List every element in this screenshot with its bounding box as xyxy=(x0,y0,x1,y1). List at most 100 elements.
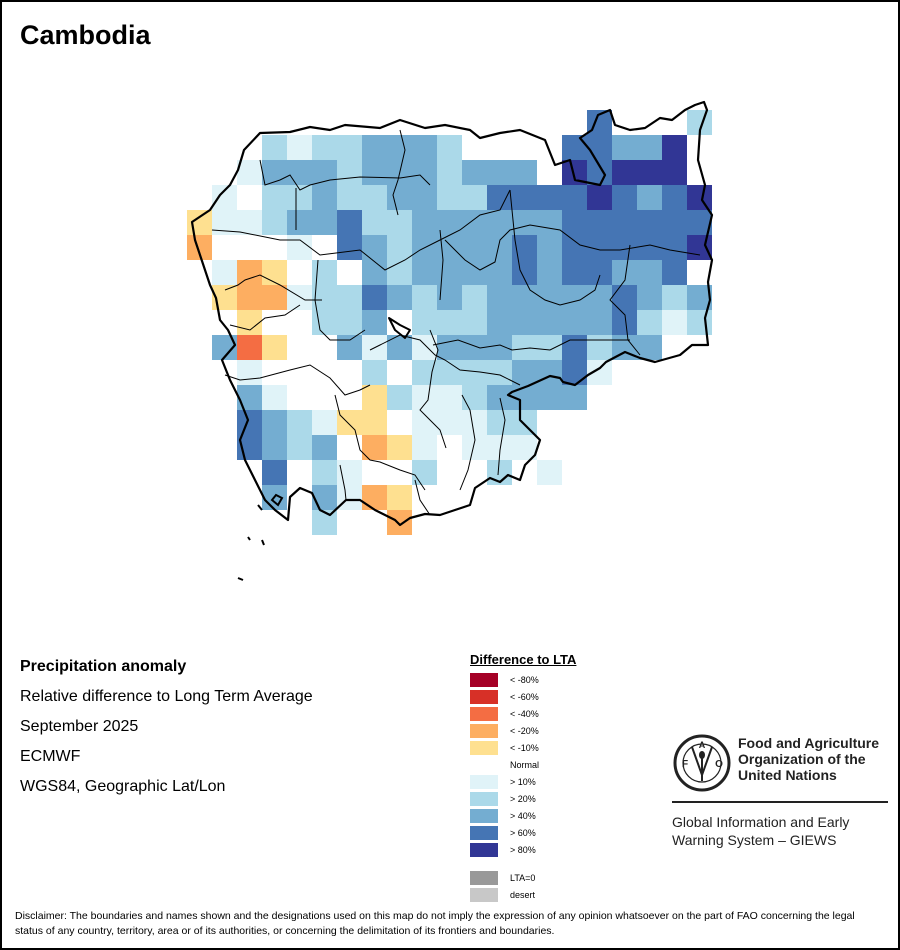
grid-cell-p20 xyxy=(312,510,337,535)
info-line-2: September 2025 xyxy=(20,718,139,735)
grid-cell-p10 xyxy=(262,385,287,410)
org-line-2: Organization of the xyxy=(738,751,866,767)
grid-cell-p10 xyxy=(437,385,462,410)
grid-cell-p60 xyxy=(662,210,687,235)
grid-cell-p60 xyxy=(337,235,362,260)
grid-cell-p60 xyxy=(662,185,687,210)
legend-label: > 40% xyxy=(510,810,536,821)
grid-cell-p20 xyxy=(537,335,562,360)
grid-cell-p40 xyxy=(262,435,287,460)
grid-cell-m20 xyxy=(262,285,287,310)
grid-cell-p20 xyxy=(312,260,337,285)
grid-cell-p20 xyxy=(462,285,487,310)
grid-cell-p60 xyxy=(537,185,562,210)
map-info: Precipitation anomaly Relative differenc… xyxy=(20,657,313,807)
svg-text:F: F xyxy=(682,759,688,770)
legend-label: < -40% xyxy=(510,708,539,719)
legend-swatch xyxy=(470,842,498,857)
grid-cell-p10 xyxy=(312,410,337,435)
province-boundaries xyxy=(211,129,701,516)
grid-cell-p20 xyxy=(412,360,437,385)
grid-cell-p60 xyxy=(337,210,362,235)
grid-cell-p60 xyxy=(662,235,687,260)
grid-cell-p20 xyxy=(337,160,362,185)
grid-cell-p40 xyxy=(237,385,262,410)
legend-label: < -80% xyxy=(510,674,539,685)
grid-cell-p40 xyxy=(537,310,562,335)
legend-label: desert xyxy=(510,889,536,900)
grid-cell-p20 xyxy=(337,135,362,160)
grid-cell-p40 xyxy=(487,385,512,410)
grid-cell-p40 xyxy=(537,385,562,410)
grid-cell-p40 xyxy=(562,310,587,335)
grid-cell-p40 xyxy=(487,285,512,310)
legend-swatch xyxy=(470,791,498,806)
grid-cell-p60 xyxy=(562,135,587,160)
legend-item: < -60% xyxy=(470,688,576,705)
grid-cell-p20 xyxy=(387,210,412,235)
divider xyxy=(672,801,888,803)
grid-cell-p20 xyxy=(287,435,312,460)
grid-cell-p40 xyxy=(312,160,337,185)
legend-label: > 60% xyxy=(510,827,536,838)
grid-cell-p20 xyxy=(262,185,287,210)
legend-swatch xyxy=(470,706,498,721)
grid-cell-p40 xyxy=(362,135,387,160)
map-title: Cambodia xyxy=(20,20,151,50)
giews-name: Global Information and Early Warning Sys… xyxy=(672,813,888,849)
grid-cell-p80 xyxy=(687,235,712,260)
grid-cell-p40 xyxy=(412,135,437,160)
grid-cell-p40 xyxy=(637,335,662,360)
info-line-1: Relative difference to Long Term Average xyxy=(20,688,313,705)
org-line-3: United Nations xyxy=(738,767,837,783)
legend-label: < -20% xyxy=(510,725,539,736)
grid-cell-p40 xyxy=(612,135,637,160)
grid-cell-p20 xyxy=(637,310,662,335)
grid-cell-p40 xyxy=(512,310,537,335)
legend-label: > 80% xyxy=(510,844,536,855)
org-line-1: Food and Agriculture xyxy=(738,735,880,751)
grid-cell-p60 xyxy=(587,260,612,285)
info-line-3: ECMWF xyxy=(20,748,81,765)
grid-cell-p10 xyxy=(412,410,437,435)
grid-cell-p60 xyxy=(562,260,587,285)
legend-title: Difference to LTA xyxy=(470,652,577,667)
grid-cell-p40 xyxy=(312,485,337,510)
grid-cell-p40 xyxy=(412,185,437,210)
grid-cell-p40 xyxy=(412,160,437,185)
grid-cell-p60 xyxy=(562,335,587,360)
grid-cell-p10 xyxy=(412,385,437,410)
legend-label: > 10% xyxy=(510,776,536,787)
grid-cell-p40 xyxy=(587,285,612,310)
grid-cell-p20 xyxy=(412,285,437,310)
grid-cell-p60 xyxy=(262,460,287,485)
grid-cell-p40 xyxy=(462,160,487,185)
grid-cell-p10 xyxy=(237,360,262,385)
legend-swatch xyxy=(470,672,498,687)
grid-cell-m20 xyxy=(237,285,262,310)
grid-cell-p40 xyxy=(537,260,562,285)
grid-cell-p20 xyxy=(462,385,487,410)
grid-cell-m10 xyxy=(337,410,362,435)
legend-item: > 80% xyxy=(470,841,576,858)
grid-cell-p40 xyxy=(512,285,537,310)
grid-cell-p20 xyxy=(437,160,462,185)
grid-cell-m10 xyxy=(362,385,387,410)
grid-cell-p20 xyxy=(387,260,412,285)
grid-cell-p60 xyxy=(487,185,512,210)
grid-cell-p20 xyxy=(662,285,687,310)
legend-swatch xyxy=(470,808,498,823)
legend-item: < -20% xyxy=(470,722,576,739)
grid-cell-p60 xyxy=(662,260,687,285)
grid-cell-p80 xyxy=(612,160,637,185)
islands xyxy=(237,493,284,581)
grid-cell-p40 xyxy=(387,335,412,360)
grid-cell-p40 xyxy=(562,385,587,410)
grid-cell-p20 xyxy=(437,135,462,160)
grid-cell-p20 xyxy=(262,135,287,160)
grid-cell-p40 xyxy=(337,335,362,360)
grid-cell-p80 xyxy=(637,160,662,185)
grid-cell-p40 xyxy=(637,185,662,210)
legend-item: desert xyxy=(470,886,576,903)
grid-cell-p40 xyxy=(537,235,562,260)
